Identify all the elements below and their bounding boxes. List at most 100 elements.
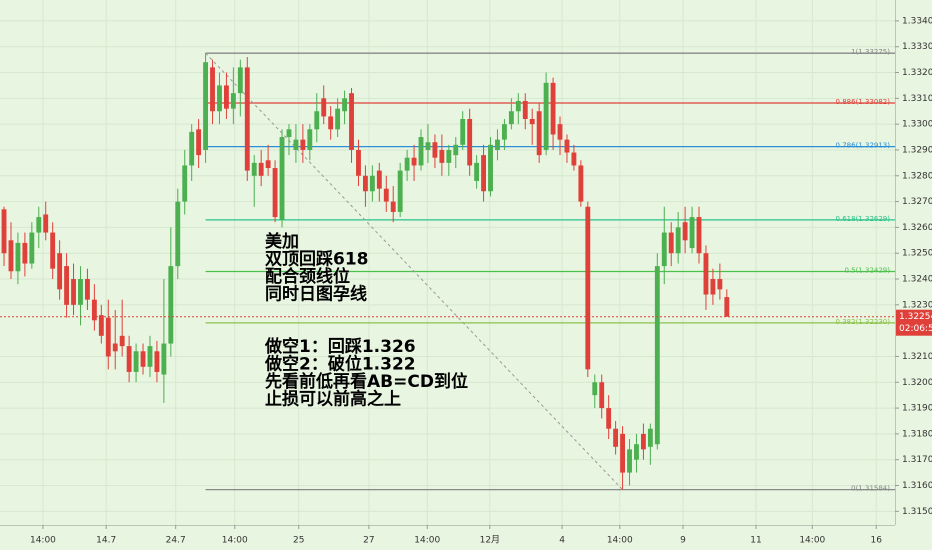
candle-body — [57, 253, 63, 290]
fib-label: 0.786(1.32913) — [836, 142, 891, 150]
y-tick-label: 1.32100 — [902, 352, 932, 362]
candle-body — [161, 343, 167, 375]
candle-body — [356, 149, 361, 176]
candle-body — [404, 157, 410, 171]
candle-body — [689, 217, 695, 249]
candle-body — [293, 139, 299, 150]
candle-body — [432, 142, 438, 158]
y-tick-label: 1.32900 — [902, 145, 932, 155]
candle-body — [529, 118, 535, 125]
y-tick-label: 1.33400 — [902, 16, 932, 26]
candle-body — [460, 118, 466, 145]
candle-body — [668, 232, 674, 254]
candle-body — [724, 297, 730, 317]
x-tick-label: 12月 — [480, 535, 500, 546]
candle-body — [265, 160, 271, 169]
y-tick-label: 1.32600 — [902, 223, 932, 233]
annotation-text: 先看前低再看AB=CD到位 — [265, 371, 468, 392]
x-tick-label: 14.7 — [96, 536, 116, 546]
x-tick-label: 4 — [559, 536, 565, 546]
candle-body — [515, 100, 521, 112]
x-tick-label: 11 — [750, 536, 761, 546]
last-price-box — [896, 309, 932, 336]
y-tick-label: 1.33200 — [902, 68, 932, 78]
y-tick-label: 1.33300 — [902, 42, 932, 52]
x-tick-label: 27 — [363, 536, 374, 546]
x-tick-label: 14:00 — [414, 536, 440, 546]
fib-label: 0(1.31584) — [851, 485, 890, 493]
candle-body — [717, 279, 723, 290]
x-tick-label: 14:00 — [222, 536, 248, 546]
candle-body — [244, 67, 250, 171]
candle-body — [321, 98, 327, 117]
candle-body — [564, 139, 570, 153]
y-tick-label: 1.31800 — [902, 429, 932, 439]
candle-body — [78, 279, 83, 305]
y-tick-label: 1.32800 — [902, 171, 932, 181]
candle-body — [383, 188, 389, 202]
candle-body — [536, 111, 542, 156]
candle-body — [592, 382, 598, 396]
trend-line — [205, 52, 623, 490]
candle-body — [418, 137, 424, 166]
candle-body — [237, 67, 243, 94]
x-tick-label: 14:00 — [799, 536, 825, 546]
candle-body — [230, 93, 236, 109]
candle-body — [682, 222, 688, 241]
y-tick-label: 1.31700 — [902, 455, 932, 465]
candle-body — [300, 139, 306, 150]
candle-body — [328, 116, 334, 130]
candle-body — [495, 139, 500, 150]
x-tick-label: 14:00 — [607, 536, 633, 546]
candle-body — [508, 111, 514, 125]
candle-body — [411, 157, 417, 166]
candle-body — [439, 149, 445, 163]
candle-body — [703, 253, 709, 295]
candle-body — [501, 124, 507, 140]
candle-body — [557, 124, 563, 140]
candle-body — [453, 144, 459, 156]
candle-body — [279, 137, 285, 220]
annotation-text: 双顶回踩618 — [265, 250, 369, 270]
candle-body — [36, 217, 42, 233]
candle-body — [147, 346, 153, 367]
candle-body — [22, 242, 28, 264]
candle-body — [696, 217, 702, 254]
candle-body — [397, 170, 403, 212]
candle-body — [154, 351, 160, 372]
candle-body — [550, 82, 556, 135]
candle-body — [710, 279, 716, 295]
candle-body — [189, 131, 195, 166]
candle-body — [620, 433, 625, 473]
candle-body — [223, 85, 229, 109]
y-tick-label: 1.32300 — [902, 300, 932, 310]
candle-body — [390, 201, 396, 212]
candle-body — [140, 351, 146, 367]
x-tick-label: 16 — [871, 536, 883, 546]
candle-body — [425, 142, 431, 150]
candle-body — [585, 206, 591, 370]
candle-body — [654, 266, 660, 445]
candle-body — [210, 67, 215, 112]
candle-body — [112, 343, 118, 352]
annotation-text: 做空1：回踩1.326 — [264, 336, 416, 357]
y-tick-label: 1.33100 — [902, 94, 932, 104]
candle-body — [71, 279, 76, 305]
candle-body — [133, 351, 139, 372]
countdown-label: 02:06:52 — [899, 324, 932, 334]
candle-body — [196, 129, 202, 156]
candle-body — [91, 299, 97, 321]
fib-label: 1(1.33275) — [851, 48, 890, 56]
candle-body — [599, 382, 605, 409]
candle-body — [105, 317, 111, 357]
candle-body — [182, 165, 188, 202]
candle-body — [488, 144, 493, 192]
candle-body — [84, 279, 90, 300]
annotation-text: 止损可以前高之上 — [265, 389, 401, 410]
candle-body — [29, 232, 35, 264]
candle-body — [481, 155, 487, 192]
fib-label: 0.618(1.32629) — [836, 215, 891, 223]
candle-body — [613, 428, 619, 447]
